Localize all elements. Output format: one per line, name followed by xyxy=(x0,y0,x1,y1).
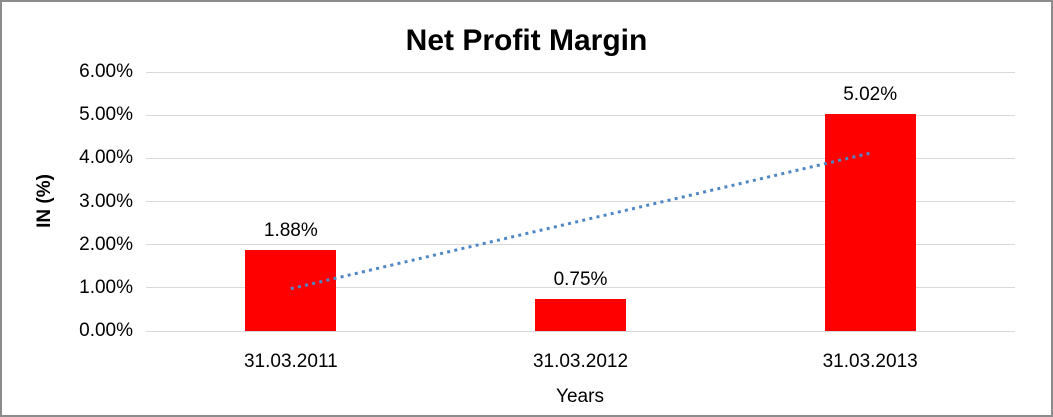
plot-area: 1.88% 0.75% 5.02% xyxy=(146,71,1015,332)
gridline xyxy=(146,114,1015,116)
x-tick-label: 31.03.2011 xyxy=(243,351,338,372)
gridline xyxy=(146,201,1015,202)
chart-title: Net Profit Margin xyxy=(405,24,648,57)
y-tick-label: 5.00% xyxy=(79,104,133,126)
bar xyxy=(535,298,626,331)
y-tick-label: 6.00% xyxy=(79,61,133,82)
gridline xyxy=(146,330,1015,332)
y-tick-label: 2.00% xyxy=(79,233,133,255)
y-tick-label: 3.00% xyxy=(79,190,133,212)
x-tick-label: 31.03.2012 xyxy=(532,351,629,372)
gridline xyxy=(146,287,1015,289)
bar-data-label: 0.75% xyxy=(553,268,608,290)
y-tick-label: 4.00% xyxy=(79,147,133,169)
bar xyxy=(245,249,337,331)
trendline xyxy=(290,151,871,291)
y-tick-label: 0.00% xyxy=(79,320,133,341)
gridline xyxy=(146,157,1015,159)
x-axis-title: Years xyxy=(556,386,604,407)
gridline xyxy=(146,71,1015,73)
bar xyxy=(824,114,916,331)
bar-data-label: 5.02% xyxy=(843,84,898,106)
bar-data-label: 1.88% xyxy=(263,219,318,241)
y-tick-label: 1.00% xyxy=(79,276,133,298)
x-tick-label: 31.03.2013 xyxy=(822,351,918,372)
gridline xyxy=(146,244,1015,246)
